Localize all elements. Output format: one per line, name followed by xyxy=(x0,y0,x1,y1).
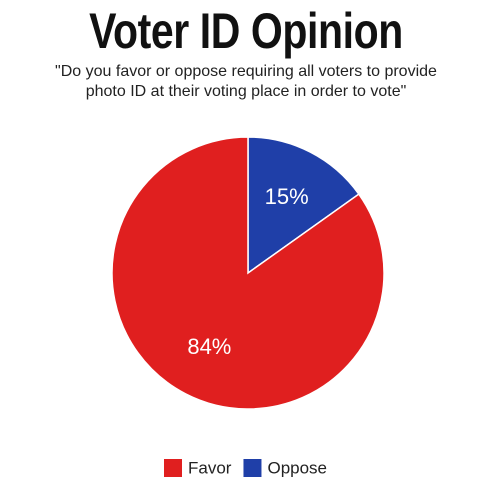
pie-slice xyxy=(247,136,360,275)
data-label: 84% xyxy=(187,334,231,359)
legend-label: Favor xyxy=(188,458,232,477)
chart-title: Voter ID Opinion xyxy=(89,3,403,59)
pie-slice xyxy=(111,136,385,410)
chart-subtitle: "Do you favor or oppose requiring all vo… xyxy=(55,63,437,100)
legend-swatch xyxy=(243,459,262,477)
legend-swatch xyxy=(164,459,182,477)
data-label: 15% xyxy=(265,184,309,209)
legend-label: Oppose xyxy=(267,458,327,477)
